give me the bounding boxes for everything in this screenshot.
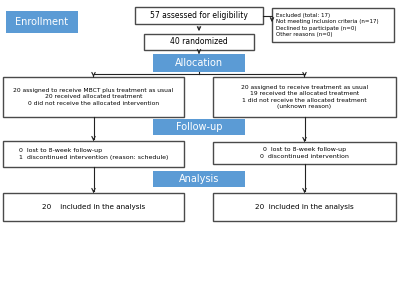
FancyBboxPatch shape (3, 141, 184, 167)
Text: Enrollment: Enrollment (16, 17, 68, 27)
FancyBboxPatch shape (213, 193, 396, 221)
FancyBboxPatch shape (135, 7, 263, 24)
Text: 20 assigned to receive treatment as usual
19 received the allocated treatment
1 : 20 assigned to receive treatment as usua… (241, 85, 368, 109)
FancyBboxPatch shape (272, 8, 394, 42)
FancyBboxPatch shape (3, 193, 184, 221)
Text: 20    included in the analysis: 20 included in the analysis (42, 204, 145, 210)
Text: Analysis: Analysis (179, 174, 219, 184)
FancyBboxPatch shape (144, 34, 254, 50)
Text: Allocation: Allocation (175, 58, 223, 68)
Text: 57 assessed for eligibility: 57 assessed for eligibility (150, 11, 248, 20)
FancyBboxPatch shape (6, 11, 78, 33)
Text: 0  lost to 8-week follow-up
0  discontinued intervention: 0 lost to 8-week follow-up 0 discontinue… (260, 148, 349, 159)
Text: 40 randomized: 40 randomized (170, 38, 228, 46)
FancyBboxPatch shape (213, 77, 396, 117)
FancyBboxPatch shape (153, 171, 245, 187)
Text: Excluded (total: 17)
Not meeting inclusion criteria (n=17)
Declined to participa: Excluded (total: 17) Not meeting inclusi… (276, 13, 379, 37)
Text: 20 assigned to receive MBCT plus treatment as usual
20 received allocated treatm: 20 assigned to receive MBCT plus treatme… (13, 88, 174, 106)
Text: 20  included in the analysis: 20 included in the analysis (255, 204, 354, 210)
FancyBboxPatch shape (213, 142, 396, 164)
FancyBboxPatch shape (153, 119, 245, 135)
Text: Follow-up: Follow-up (176, 122, 222, 132)
Text: 0  lost to 8-week follow-up
1  discontinued intervention (reason: schedule): 0 lost to 8-week follow-up 1 discontinue… (19, 148, 168, 160)
FancyBboxPatch shape (153, 54, 245, 72)
FancyBboxPatch shape (3, 77, 184, 117)
